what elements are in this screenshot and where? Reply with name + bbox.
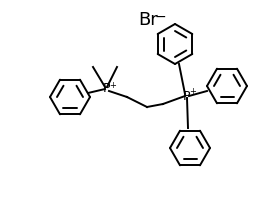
Text: +: + bbox=[189, 88, 196, 96]
Text: P: P bbox=[103, 82, 111, 95]
Text: +: + bbox=[109, 81, 116, 90]
Text: −: − bbox=[155, 9, 166, 23]
Text: P: P bbox=[183, 90, 191, 102]
Text: Br: Br bbox=[138, 11, 158, 29]
